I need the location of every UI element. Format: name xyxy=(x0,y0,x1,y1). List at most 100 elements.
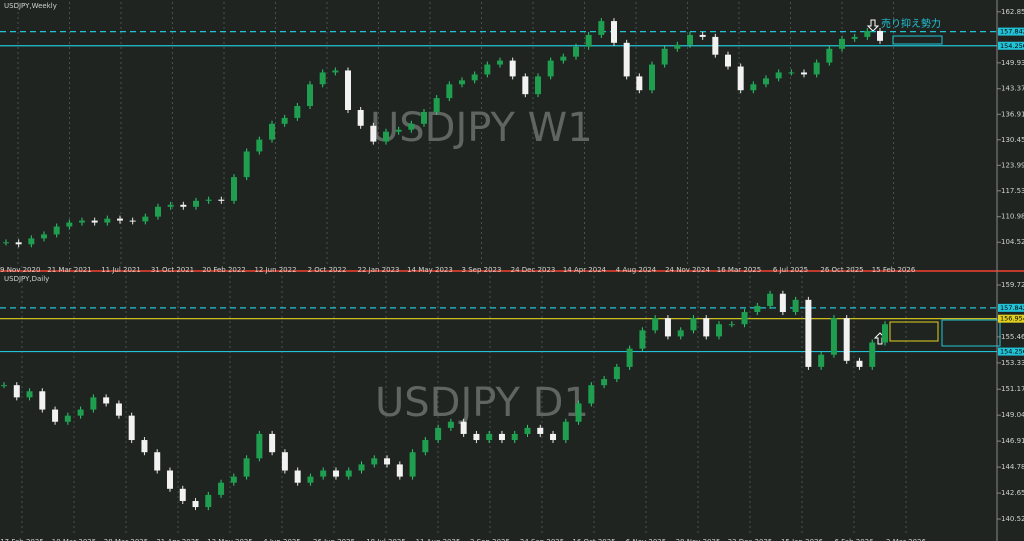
candle xyxy=(205,494,212,508)
x-tick-label: 17 Feb 2025 xyxy=(0,538,44,541)
x-tick-label: 26 Jun 2025 xyxy=(313,538,355,541)
candle xyxy=(64,415,71,422)
candle xyxy=(509,60,516,77)
candle xyxy=(750,84,757,91)
candle xyxy=(79,220,85,223)
candle xyxy=(155,206,161,217)
x-tick-label: 6 Nov 2025 xyxy=(626,538,666,541)
candle xyxy=(358,464,365,471)
candle xyxy=(243,458,250,477)
x-tick-label: 21 Mar 2021 xyxy=(47,266,91,274)
candle xyxy=(408,123,415,130)
x-tick-label: 24 Sep 2025 xyxy=(520,538,564,541)
candle xyxy=(573,46,579,57)
x-tick-label: 3 Sep 2023 xyxy=(462,266,502,274)
candle xyxy=(52,409,59,422)
candle xyxy=(741,312,748,325)
candle xyxy=(205,199,212,201)
x-tick-label: 11 Jul 2021 xyxy=(101,266,141,274)
price-label: 157.842 xyxy=(1000,28,1024,36)
candle xyxy=(537,427,544,434)
candle xyxy=(851,36,858,39)
candle xyxy=(13,385,20,398)
x-tick-label: 12 Jun 2022 xyxy=(254,266,296,274)
y-tick-label: 159.720 xyxy=(1001,281,1024,289)
y-tick-label: 143.375 xyxy=(1001,85,1024,93)
candle xyxy=(473,433,480,441)
candle xyxy=(674,44,681,49)
candle xyxy=(869,342,876,367)
candle xyxy=(115,403,122,416)
candle xyxy=(395,129,402,132)
y-tick-label: 155.460 xyxy=(1001,333,1024,341)
x-tick-label: 21 Apr 2025 xyxy=(156,538,199,541)
candle xyxy=(636,76,643,91)
candle xyxy=(471,74,478,81)
candle xyxy=(677,330,684,337)
candle xyxy=(231,177,237,201)
x-tick-label: 28 Mar 2025 xyxy=(104,538,148,541)
y-tick-label: 149.040 xyxy=(1001,411,1024,419)
x-tick-label: 14 Apr 2024 xyxy=(563,266,607,274)
candle xyxy=(775,72,782,79)
watermark: USDJPY D1 xyxy=(375,380,589,426)
candle xyxy=(66,222,73,227)
candle xyxy=(281,452,288,471)
candle xyxy=(839,38,845,49)
y-tick-label: 117.535 xyxy=(1001,187,1024,195)
x-tick-label: 28 Nov 2025 xyxy=(676,538,721,541)
zone-box xyxy=(892,35,943,45)
candle xyxy=(281,117,288,124)
candle xyxy=(613,366,620,380)
candle xyxy=(91,220,98,223)
watermark: USDJPY W1 xyxy=(370,105,593,151)
x-tick-label: 24 Dec 2023 xyxy=(511,266,556,274)
candle xyxy=(826,48,833,63)
x-tick-label: 2 Mar 2026 xyxy=(886,538,926,541)
candle xyxy=(575,403,582,422)
y-tick-label: 136.915 xyxy=(1001,110,1024,118)
x-tick-label: 15 Jan 2026 xyxy=(781,538,824,541)
y-tick-label: 149.930 xyxy=(1001,59,1024,67)
y-tick-label: 123.995 xyxy=(1001,161,1024,169)
candle xyxy=(446,84,453,99)
candle xyxy=(639,330,646,349)
x-tick-label: 6 Jul 2025 xyxy=(773,266,808,274)
candle xyxy=(805,299,812,367)
candle xyxy=(319,72,326,85)
candle xyxy=(649,64,655,91)
candle xyxy=(598,21,605,35)
x-tick-label: 10 Mar 2025 xyxy=(52,538,96,541)
candle xyxy=(1,385,7,387)
candle xyxy=(588,385,595,404)
candle xyxy=(103,397,110,404)
y-tick-label: 151.170 xyxy=(1001,385,1024,393)
price-label: 157.842 xyxy=(1000,304,1024,312)
zone-box xyxy=(941,319,1001,347)
candle xyxy=(422,440,429,453)
zone-box xyxy=(889,321,939,342)
price-label-bg xyxy=(998,27,1024,36)
candle xyxy=(524,427,531,434)
candle xyxy=(562,421,569,441)
price-label-bg xyxy=(998,347,1024,356)
down-arrow xyxy=(866,19,880,32)
candle xyxy=(26,391,33,398)
candle xyxy=(39,391,46,410)
y-tick-label: 144.780 xyxy=(1001,463,1024,471)
candle xyxy=(664,318,671,337)
candle xyxy=(256,433,263,459)
x-tick-label: 14 May 2023 xyxy=(407,266,453,274)
candle xyxy=(550,433,557,441)
candle xyxy=(192,500,199,508)
candle xyxy=(193,200,199,207)
candle xyxy=(585,34,592,47)
candle xyxy=(623,42,630,77)
candle xyxy=(104,218,111,223)
candle xyxy=(345,70,351,110)
candle xyxy=(129,220,136,222)
x-tick-label: 31 Oct 2021 xyxy=(151,266,194,274)
candle xyxy=(652,318,659,331)
candle xyxy=(716,324,723,337)
